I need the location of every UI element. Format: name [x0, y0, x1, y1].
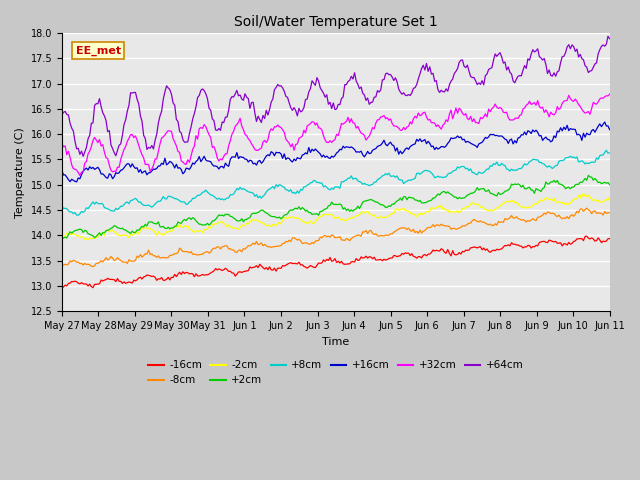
+64cm — [58, 111, 66, 117]
+8cm — [367, 182, 375, 188]
Text: EE_met: EE_met — [76, 46, 121, 56]
+8cm — [180, 199, 188, 205]
+2cm — [179, 218, 187, 224]
-8cm — [606, 210, 614, 216]
+16cm — [73, 179, 81, 185]
-8cm — [65, 261, 72, 267]
-2cm — [65, 231, 72, 237]
+64cm — [508, 71, 515, 77]
-16cm — [365, 254, 373, 260]
Title: Soil/Water Temperature Set 1: Soil/Water Temperature Set 1 — [234, 15, 438, 29]
+2cm — [365, 197, 373, 203]
+16cm — [223, 162, 231, 168]
+32cm — [76, 173, 84, 179]
+32cm — [223, 151, 231, 157]
+2cm — [58, 236, 66, 242]
+64cm — [79, 154, 87, 159]
-8cm — [367, 228, 375, 233]
+8cm — [508, 166, 515, 172]
-8cm — [89, 264, 97, 269]
-8cm — [180, 249, 188, 254]
-2cm — [221, 221, 229, 227]
-8cm — [58, 264, 66, 269]
Line: +32cm: +32cm — [62, 94, 610, 176]
-16cm — [606, 236, 614, 241]
+32cm — [606, 91, 614, 97]
-2cm — [179, 225, 187, 230]
-2cm — [513, 200, 520, 205]
+64cm — [606, 36, 614, 42]
-2cm — [606, 194, 614, 200]
+2cm — [506, 186, 514, 192]
+8cm — [514, 166, 522, 172]
+64cm — [180, 139, 188, 145]
+32cm — [508, 117, 515, 123]
-8cm — [223, 243, 231, 249]
+32cm — [65, 148, 72, 154]
+2cm — [513, 182, 520, 188]
Line: +8cm: +8cm — [62, 150, 610, 215]
+8cm — [606, 150, 614, 156]
-8cm — [514, 216, 522, 221]
+64cm — [367, 99, 375, 105]
-2cm — [578, 191, 586, 196]
Legend: -16cm, -8cm, -2cm, +2cm, +8cm, +16cm, +32cm, +64cm: -16cm, -8cm, -2cm, +2cm, +8cm, +16cm, +3… — [144, 356, 527, 390]
+16cm — [606, 127, 614, 132]
Line: +2cm: +2cm — [62, 175, 610, 239]
+8cm — [65, 208, 72, 214]
Line: -2cm: -2cm — [62, 193, 610, 241]
+16cm — [58, 168, 66, 174]
+8cm — [223, 195, 231, 201]
-2cm — [365, 211, 373, 217]
+64cm — [514, 73, 522, 79]
-16cm — [65, 280, 72, 286]
-8cm — [508, 213, 515, 218]
Line: +16cm: +16cm — [62, 122, 610, 182]
+64cm — [604, 33, 612, 39]
+32cm — [514, 116, 522, 121]
+2cm — [606, 182, 614, 188]
-16cm — [513, 242, 520, 248]
Line: -8cm: -8cm — [62, 208, 610, 266]
+16cm — [65, 177, 72, 182]
+32cm — [180, 161, 188, 167]
+2cm — [221, 211, 229, 217]
Line: -16cm: -16cm — [62, 236, 610, 288]
-16cm — [58, 285, 66, 291]
+64cm — [65, 112, 72, 118]
-16cm — [221, 265, 229, 271]
+16cm — [367, 150, 375, 156]
+16cm — [180, 169, 188, 175]
-16cm — [179, 269, 187, 275]
+16cm — [601, 119, 609, 125]
+8cm — [602, 147, 610, 153]
-2cm — [58, 239, 66, 244]
Line: +64cm: +64cm — [62, 36, 610, 156]
+32cm — [367, 130, 375, 135]
-8cm — [583, 205, 591, 211]
+16cm — [514, 135, 522, 141]
+64cm — [223, 114, 231, 120]
+8cm — [58, 203, 66, 209]
-16cm — [506, 243, 514, 249]
-16cm — [583, 233, 591, 239]
-2cm — [506, 198, 514, 204]
+8cm — [74, 212, 82, 218]
+2cm — [584, 172, 592, 178]
Y-axis label: Temperature (C): Temperature (C) — [15, 127, 25, 217]
+2cm — [65, 232, 72, 238]
+16cm — [508, 136, 515, 142]
+32cm — [58, 141, 66, 147]
X-axis label: Time: Time — [322, 336, 349, 347]
